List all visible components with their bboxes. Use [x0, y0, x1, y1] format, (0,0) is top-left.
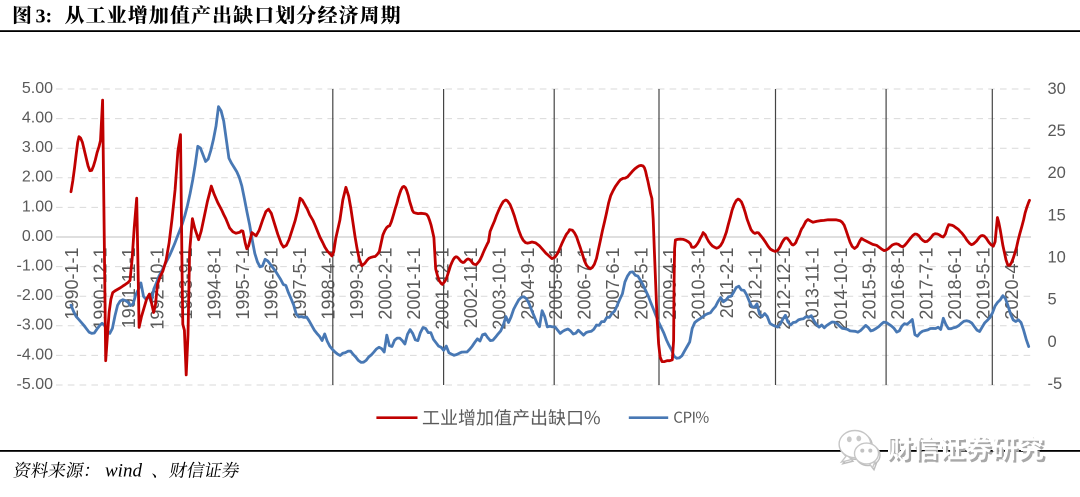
svg-text:25: 25	[1048, 122, 1066, 140]
svg-text:5: 5	[1048, 291, 1057, 309]
svg-text:2001-1-1: 2001-1-1	[404, 248, 424, 320]
svg-text:2007-6-1: 2007-6-1	[603, 248, 623, 320]
svg-text:30: 30	[1048, 80, 1066, 98]
svg-text:2.00: 2.00	[22, 169, 53, 186]
svg-text:1.00: 1.00	[22, 198, 53, 215]
svg-text:1991-11-1: 1991-11-1	[119, 248, 139, 329]
svg-text:1997-5-1: 1997-5-1	[290, 248, 310, 320]
svg-text:2017-7-1: 2017-7-1	[916, 248, 936, 320]
svg-text:1998-4-1: 1998-4-1	[319, 248, 339, 320]
svg-text:-4.00: -4.00	[17, 346, 54, 363]
svg-text:2019-5-1: 2019-5-1	[973, 248, 993, 320]
svg-text:-3.00: -3.00	[17, 317, 54, 334]
svg-text:2014-10-1: 2014-10-1	[831, 248, 851, 330]
svg-text:2006-7-1: 2006-7-1	[575, 248, 595, 320]
svg-text:2012-1-1: 2012-1-1	[746, 248, 766, 320]
svg-text:2003-10-1: 2003-10-1	[489, 248, 509, 330]
svg-text:1990-1-1: 1990-1-1	[62, 248, 82, 320]
svg-text:10: 10	[1048, 249, 1066, 267]
svg-text:3.00: 3.00	[22, 139, 53, 156]
svg-text:4.00: 4.00	[22, 110, 53, 127]
svg-text:-1.00: -1.00	[17, 258, 54, 275]
svg-text:-5: -5	[1048, 375, 1063, 393]
svg-text:2009-4-1: 2009-4-1	[660, 248, 680, 320]
svg-text:3:: 3:	[36, 5, 53, 27]
svg-text:-2.00: -2.00	[17, 287, 54, 304]
svg-text:2018-6-1: 2018-6-1	[945, 248, 965, 320]
svg-text:2000-2-1: 2000-2-1	[375, 248, 395, 320]
svg-text:2011-2-1: 2011-2-1	[717, 248, 737, 319]
svg-text:2016-8-1: 2016-8-1	[888, 248, 908, 320]
svg-text:1994-8-1: 1994-8-1	[205, 248, 225, 320]
svg-text:20: 20	[1048, 164, 1066, 182]
svg-text:1995-7-1: 1995-7-1	[233, 248, 253, 320]
svg-text:wind: wind	[105, 461, 142, 482]
svg-text:2010-3-1: 2010-3-1	[689, 248, 709, 320]
svg-text:0.00: 0.00	[22, 228, 53, 245]
svg-text:2005-8-1: 2005-8-1	[546, 248, 566, 320]
svg-text:1999-3-1: 1999-3-1	[347, 248, 367, 320]
svg-text:1996-6-1: 1996-6-1	[262, 248, 282, 320]
svg-text:15: 15	[1048, 206, 1066, 224]
svg-text:2004-9-1: 2004-9-1	[518, 248, 538, 320]
svg-text:2002-11-1: 2002-11-1	[461, 248, 481, 329]
svg-text:0: 0	[1048, 333, 1057, 351]
svg-text:5.00: 5.00	[22, 80, 53, 97]
svg-text:2012-12-1: 2012-12-1	[774, 248, 794, 330]
svg-text:2001-12-1: 2001-12-1	[432, 248, 452, 330]
svg-text:2013-11-1: 2013-11-1	[803, 248, 823, 329]
svg-text:1993-9-1: 1993-9-1	[176, 248, 196, 320]
svg-text:-5.00: -5.00	[17, 376, 54, 393]
svg-text:2015-9-1: 2015-9-1	[860, 248, 880, 320]
